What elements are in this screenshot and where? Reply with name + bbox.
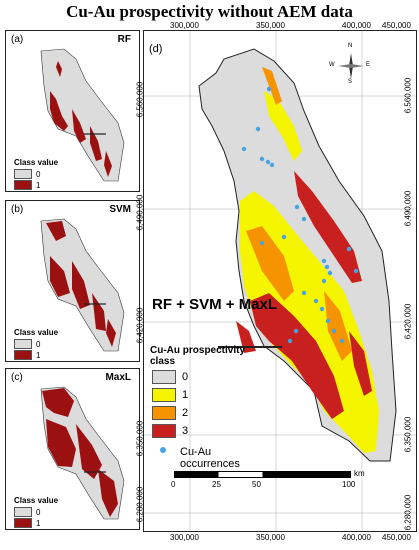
scale-label: 50: [252, 480, 261, 489]
class-row-2: 2: [152, 406, 188, 420]
north-arrow: N S W E: [329, 43, 371, 85]
swatch: [152, 388, 176, 402]
maxl-map: [40, 386, 125, 520]
class-label: 1: [182, 389, 189, 401]
figure-title: Cu-Au prospectivity without AEM data: [66, 2, 353, 21]
y-tick-left: 6,350,000: [135, 420, 145, 457]
panel-rf: (a) RF Class value 0 1: [5, 30, 140, 192]
scale-label: 100: [342, 480, 356, 489]
compass-s: S: [348, 79, 353, 85]
legend-row-0: 0: [14, 169, 40, 179]
class-value-title: Class value: [14, 158, 59, 167]
legend-label: 0: [36, 169, 41, 179]
panel-maxl: (c) MaxL Class value 0 1: [5, 368, 140, 530]
swatch: [14, 180, 32, 190]
legend-row-0: 0: [14, 339, 40, 349]
class-row-3: 3: [152, 424, 188, 438]
y-tick-right: 6,490,000: [403, 190, 413, 227]
compass-e: E: [366, 62, 371, 68]
panel-name: MaxL: [105, 372, 131, 383]
y-tick-left: 6,490,000: [135, 194, 145, 231]
panel-label: (d): [149, 43, 163, 55]
legend-label: 1: [36, 350, 41, 360]
y-tick-right: 6,280,000: [403, 494, 413, 531]
occurrence-label: Cu-Au occurrences: [180, 446, 240, 470]
class-row-1: 1: [152, 388, 188, 402]
x-tick-bottom: 300,000: [170, 533, 199, 542]
swatch: [152, 370, 176, 384]
ensemble-title: RF + SVM + MaxL: [152, 296, 278, 313]
class-value-title: Class value: [14, 328, 59, 337]
legend-row-1: 1: [14, 350, 40, 360]
swatch: [14, 169, 32, 179]
main-map-panel: (d) N S W E 0 25 50 100 km 6,560,000 6,4…: [143, 30, 417, 532]
panel-name: RF: [117, 34, 131, 45]
panel-label: (a): [11, 34, 24, 45]
y-tick-right: 6,350,000: [403, 416, 413, 453]
compass-n: N: [348, 43, 353, 49]
panel-name: SVM: [109, 204, 131, 215]
x-tick-bottom: 400,000: [342, 533, 371, 542]
main-map: [144, 31, 416, 531]
scale-bar: [174, 471, 351, 478]
legend-label: 1: [36, 518, 41, 528]
x-tick-bottom: 350,000: [256, 533, 285, 542]
compass-rose-icon: [338, 53, 364, 79]
panel-label: (b): [11, 204, 24, 215]
swatch: [152, 406, 176, 420]
y-tick-left: 6,560,000: [135, 81, 145, 118]
scale-unit: km: [354, 469, 365, 478]
class-label: 0: [182, 371, 189, 383]
swatch: [14, 518, 32, 528]
class-value-title: Class value: [14, 496, 59, 505]
legend-label: 1: [36, 180, 41, 190]
legend-label: 0: [36, 339, 41, 349]
swatch: [152, 424, 176, 438]
x-tick-top: 400,000: [342, 21, 371, 30]
swatch: [14, 339, 32, 349]
panel-label: (c): [11, 372, 23, 383]
svm-map: [40, 218, 125, 352]
legend-label: 0: [36, 507, 41, 517]
class-label: 2: [182, 407, 189, 419]
compass-w: W: [329, 62, 335, 68]
y-tick-right: 6,560,000: [403, 77, 413, 114]
legend-row-1: 1: [14, 180, 40, 190]
prospectivity-legend-title: Cu-Au prospectivity class: [150, 345, 246, 367]
swatch: [14, 350, 32, 360]
occurrence-legend-row: Cu-Au occurrences: [152, 446, 260, 470]
rf-map: [40, 48, 125, 182]
legend-row-0: 0: [14, 507, 40, 517]
scale-label: 25: [212, 480, 221, 489]
swatch: [14, 507, 32, 517]
panel-svm: (b) SVM Class value 0 1: [5, 200, 140, 362]
x-tick-top: 450,000: [382, 21, 411, 30]
x-tick-bottom: 450,000: [382, 533, 411, 542]
scale-label: 0: [171, 480, 176, 489]
class-label: 3: [182, 425, 189, 437]
x-tick-top: 350,000: [256, 21, 285, 30]
occurrence-dot-icon: [152, 446, 174, 454]
y-tick-left: 6,280,000: [135, 486, 145, 523]
y-tick-left: 6,420,000: [135, 307, 145, 344]
y-tick-right: 6,420,000: [403, 303, 413, 340]
legend-row-1: 1: [14, 518, 40, 528]
class-row-0: 0: [152, 370, 188, 384]
occurrence-points: [241, 86, 359, 344]
x-tick-top: 300,000: [170, 21, 199, 30]
